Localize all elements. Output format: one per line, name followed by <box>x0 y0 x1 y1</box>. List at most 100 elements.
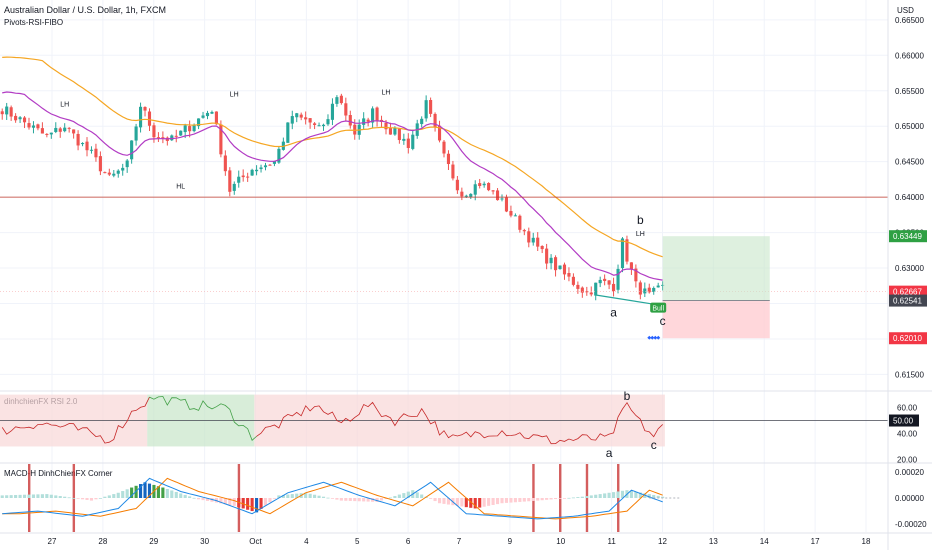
price-label: 0.62010 <box>893 334 922 343</box>
macd-hist-bar <box>22 494 27 498</box>
macd-hist-bar <box>259 498 263 509</box>
macd-hist-bar <box>156 486 160 498</box>
candle-body <box>232 183 236 191</box>
candle-body <box>446 153 451 165</box>
macd-hist-bar <box>518 498 522 502</box>
candle-body <box>424 100 428 119</box>
macd-hist-bar <box>612 492 616 498</box>
candle-body <box>402 138 406 141</box>
candle-body <box>500 198 504 200</box>
macd-signal-line <box>2 477 663 520</box>
rsi-level-label-bg <box>889 414 919 427</box>
stop-zone <box>662 300 770 339</box>
price-label-bg <box>889 294 927 307</box>
candle-body <box>411 134 415 149</box>
macd-hist-bar <box>545 498 549 500</box>
candle-body <box>134 126 138 141</box>
candle-body <box>469 193 473 197</box>
candle-body <box>661 284 665 286</box>
candle-body <box>545 248 549 264</box>
candle-body <box>527 231 531 243</box>
macd-hist-bar <box>112 494 116 498</box>
candle-body <box>397 128 401 141</box>
rsi-tick-label: 40.00 <box>897 429 918 438</box>
candle-body <box>308 118 312 123</box>
candle-body <box>250 169 254 176</box>
candle-body <box>429 100 433 114</box>
macd-hist-bar <box>353 498 357 502</box>
macd-hist-bar <box>571 497 575 499</box>
macd-hist-bar <box>304 492 308 498</box>
macd-hist-bar <box>580 496 584 498</box>
candle-body <box>219 124 223 155</box>
macd-hist-bar <box>192 497 196 499</box>
macd-hist-bar <box>375 498 379 502</box>
rsi-level-label: 50.00 <box>893 417 914 426</box>
candle-body <box>647 287 651 293</box>
macd-hist-bar <box>576 497 580 498</box>
macd-panel[interactable]: MACD-H DinhChienFX Corner <box>0 464 681 532</box>
candle-body <box>139 106 143 128</box>
candle-body <box>460 191 464 197</box>
candle-body <box>170 135 174 141</box>
candle-body <box>205 112 210 117</box>
macd-hist-bar <box>290 494 294 498</box>
price-tick-label: 0.64000 <box>895 193 924 202</box>
macd-hist-bar <box>558 498 562 499</box>
macd-hist-bar <box>455 498 459 506</box>
rsi-panel[interactable]: dinhchienFX RSI 2.0bac <box>0 389 888 460</box>
macd-hist-bar <box>402 493 406 498</box>
macd-hist-bar <box>509 498 513 503</box>
candle-body <box>272 161 276 164</box>
macd-hist-bar <box>371 498 375 502</box>
candle-body <box>161 137 165 139</box>
macd-hist-bar <box>197 498 201 500</box>
macd-hist-bar <box>603 493 607 498</box>
macd-hist-bar <box>0 495 4 498</box>
candle-body <box>518 215 522 230</box>
candle-body <box>76 133 80 146</box>
macd-hist-bar <box>429 498 433 499</box>
ma-fast-line <box>2 91 663 281</box>
candle-body <box>388 128 393 135</box>
bull-label-bg <box>650 302 667 313</box>
macd-hist-bar <box>388 497 393 499</box>
candle-body <box>652 287 656 292</box>
macd-hist-bar <box>585 496 589 498</box>
macd-hist-bar <box>500 498 504 504</box>
macd-hist-bar <box>652 494 656 498</box>
candle-body <box>487 183 491 191</box>
rsi-line-red <box>1 396 150 444</box>
candle-body <box>22 117 27 123</box>
macd-hist-bar <box>63 496 67 498</box>
macd-hist-bar <box>339 498 343 501</box>
macd-hist-bar <box>147 483 152 498</box>
macd-hist-bar <box>246 498 250 510</box>
candle-body <box>80 143 85 145</box>
signal-diamond: ◆ <box>656 335 660 341</box>
time-axis[interactable]: 27 28 29 30 Oct 4 5 6 7 9 10 11 12 13 14 17 18 <box>48 537 871 546</box>
candle-body <box>536 237 540 247</box>
time-tick-label: 7 <box>457 537 462 546</box>
time-tick-label: 17 <box>811 537 820 546</box>
candle-body <box>103 172 107 174</box>
macd-hist-bar <box>620 490 625 498</box>
macd-hist-bar <box>344 498 348 501</box>
pivot-annotation: LH <box>382 89 391 96</box>
candle-body <box>58 128 62 132</box>
macd-hist-bar <box>348 498 352 501</box>
pivot-annotation: LH <box>230 91 239 98</box>
macd-hist-bar <box>598 494 602 498</box>
candle-body <box>594 282 598 296</box>
macd-hist-bar <box>121 491 125 498</box>
macd-hist-bar <box>469 498 473 508</box>
macd-tick-label: -0.00020 <box>895 520 927 529</box>
candle-body <box>85 141 89 151</box>
macd-hist-bar <box>478 498 482 508</box>
candle-body <box>478 183 482 186</box>
candle-body <box>228 170 232 192</box>
candle-body <box>223 155 227 172</box>
